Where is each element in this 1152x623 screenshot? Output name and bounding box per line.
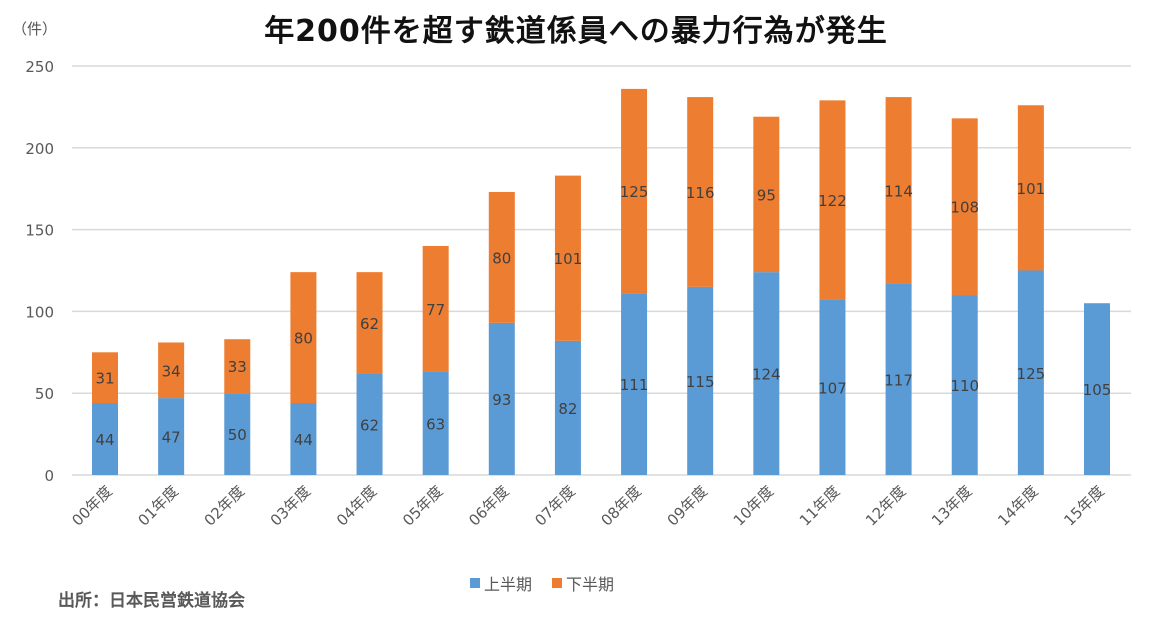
data-label: 107 bbox=[818, 379, 847, 397]
y-tick-label: 50 bbox=[35, 385, 54, 403]
x-tick-label: 00年度 bbox=[68, 482, 115, 529]
data-label: 80 bbox=[294, 330, 313, 348]
bar-first-half bbox=[753, 272, 780, 475]
data-label: 62 bbox=[360, 416, 379, 434]
bar-second-half bbox=[951, 118, 978, 296]
x-tick-label: 09年度 bbox=[664, 482, 711, 529]
data-label: 34 bbox=[162, 362, 181, 380]
data-label: 82 bbox=[558, 400, 577, 418]
bar-first-half bbox=[621, 293, 648, 475]
y-axis-ticks: 0 50 100 150 200 250 bbox=[25, 58, 54, 485]
bar-second-half bbox=[92, 352, 118, 404]
bar-first-half bbox=[356, 373, 383, 475]
data-label: 50 bbox=[228, 426, 247, 444]
x-tick-label: 02年度 bbox=[201, 482, 248, 529]
data-label: 124 bbox=[752, 366, 781, 384]
data-label: 44 bbox=[95, 431, 114, 449]
bar-second-half bbox=[753, 116, 780, 273]
legend-item-first-half[interactable]: 上半期 bbox=[470, 571, 532, 595]
x-tick-label: 07年度 bbox=[531, 482, 578, 529]
x-tick-label: 03年度 bbox=[267, 482, 314, 529]
bar-first-half bbox=[885, 283, 912, 475]
data-label: 101 bbox=[554, 250, 583, 268]
bar-second-half bbox=[224, 339, 251, 394]
bar-first-half bbox=[951, 295, 978, 475]
x-tick-label: 13年度 bbox=[928, 482, 975, 529]
bar-second-half bbox=[356, 272, 383, 374]
legend-item-second-half[interactable]: 下半期 bbox=[552, 571, 614, 595]
bar-second-half bbox=[158, 342, 185, 399]
data-label: 115 bbox=[686, 373, 715, 391]
bar-first-half bbox=[1084, 303, 1110, 475]
bar-first-half bbox=[92, 403, 118, 475]
data-label: 116 bbox=[686, 184, 715, 202]
bar-first-half bbox=[819, 299, 846, 475]
legend-swatch-second-half bbox=[552, 578, 563, 588]
bar-first-half bbox=[224, 393, 251, 475]
x-axis-ticks: 00年度 01年度 02年度 03年度 04年度 05年度 06年度 07年度 08年度 09年度… bbox=[68, 482, 1107, 529]
y-tick-label: 250 bbox=[25, 58, 54, 76]
bar-second-half bbox=[687, 97, 714, 287]
data-label: 125 bbox=[1017, 365, 1046, 383]
bar-first-half bbox=[422, 371, 449, 475]
data-label: 114 bbox=[884, 182, 913, 200]
data-label: 117 bbox=[884, 371, 913, 389]
x-tick-label: 08年度 bbox=[597, 482, 644, 529]
chart-title: 年200件を超す鉄道係員への暴力行為が発生 bbox=[264, 14, 888, 49]
data-label: 125 bbox=[620, 183, 649, 201]
x-tick-label: 10年度 bbox=[730, 482, 777, 529]
bar-first-half bbox=[158, 398, 185, 475]
x-tick-label: 04年度 bbox=[333, 482, 380, 529]
bars bbox=[92, 88, 1110, 475]
data-label: 122 bbox=[818, 192, 847, 210]
data-label: 95 bbox=[757, 186, 776, 204]
bar-first-half bbox=[488, 322, 515, 475]
bar-first-half bbox=[554, 340, 581, 475]
legend-swatch-first-half bbox=[470, 578, 480, 588]
bar-second-half bbox=[554, 175, 581, 341]
y-tick-label: 0 bbox=[44, 467, 54, 485]
x-tick-label: 06年度 bbox=[465, 482, 512, 529]
bar-second-half bbox=[1017, 105, 1044, 271]
bar-first-half bbox=[1017, 270, 1044, 475]
y-tick-label: 200 bbox=[25, 140, 54, 158]
x-tick-label: 01年度 bbox=[135, 482, 182, 529]
bar-first-half bbox=[687, 286, 714, 475]
data-label: 105 bbox=[1083, 381, 1112, 399]
data-label: 93 bbox=[492, 391, 511, 409]
data-label: 31 bbox=[95, 370, 114, 388]
data-label: 62 bbox=[360, 315, 379, 333]
x-tick-label: 14年度 bbox=[994, 482, 1041, 529]
data-label: 77 bbox=[426, 301, 445, 319]
x-tick-label: 11年度 bbox=[796, 482, 843, 529]
y-tick-label: 150 bbox=[25, 222, 54, 240]
bar-second-half bbox=[621, 88, 648, 294]
data-label: 63 bbox=[426, 415, 445, 433]
bar-first-half bbox=[290, 403, 317, 475]
data-label: 80 bbox=[492, 249, 511, 267]
data-labels: 44 31 47 34 50 33 44 80 62 62 63 77 93 80 82 101 111 125 1… bbox=[95, 180, 1111, 449]
bar-second-half bbox=[488, 191, 515, 323]
bar-second-half bbox=[290, 272, 317, 404]
data-label: 44 bbox=[294, 431, 313, 449]
x-tick-label: 15年度 bbox=[1060, 482, 1107, 529]
y-axis-unit-label: （件） bbox=[12, 20, 58, 38]
bar-second-half bbox=[885, 97, 912, 284]
bar-second-half bbox=[422, 245, 449, 372]
data-label: 47 bbox=[162, 429, 181, 447]
source-note: 出所：日本民営鉄道協会 bbox=[58, 591, 245, 611]
data-label: 33 bbox=[228, 358, 247, 376]
data-label: 101 bbox=[1017, 180, 1046, 198]
legend: 上半期 下半期 bbox=[470, 571, 614, 595]
data-label: 111 bbox=[620, 376, 649, 394]
data-label: 108 bbox=[950, 199, 979, 217]
data-label: 110 bbox=[950, 377, 979, 395]
legend-label: 上半期 bbox=[484, 575, 533, 594]
legend-label: 下半期 bbox=[566, 575, 615, 594]
bar-second-half bbox=[819, 100, 846, 300]
x-tick-label: 05年度 bbox=[399, 482, 446, 529]
y-tick-label: 100 bbox=[25, 303, 54, 321]
x-tick-label: 12年度 bbox=[862, 482, 909, 529]
